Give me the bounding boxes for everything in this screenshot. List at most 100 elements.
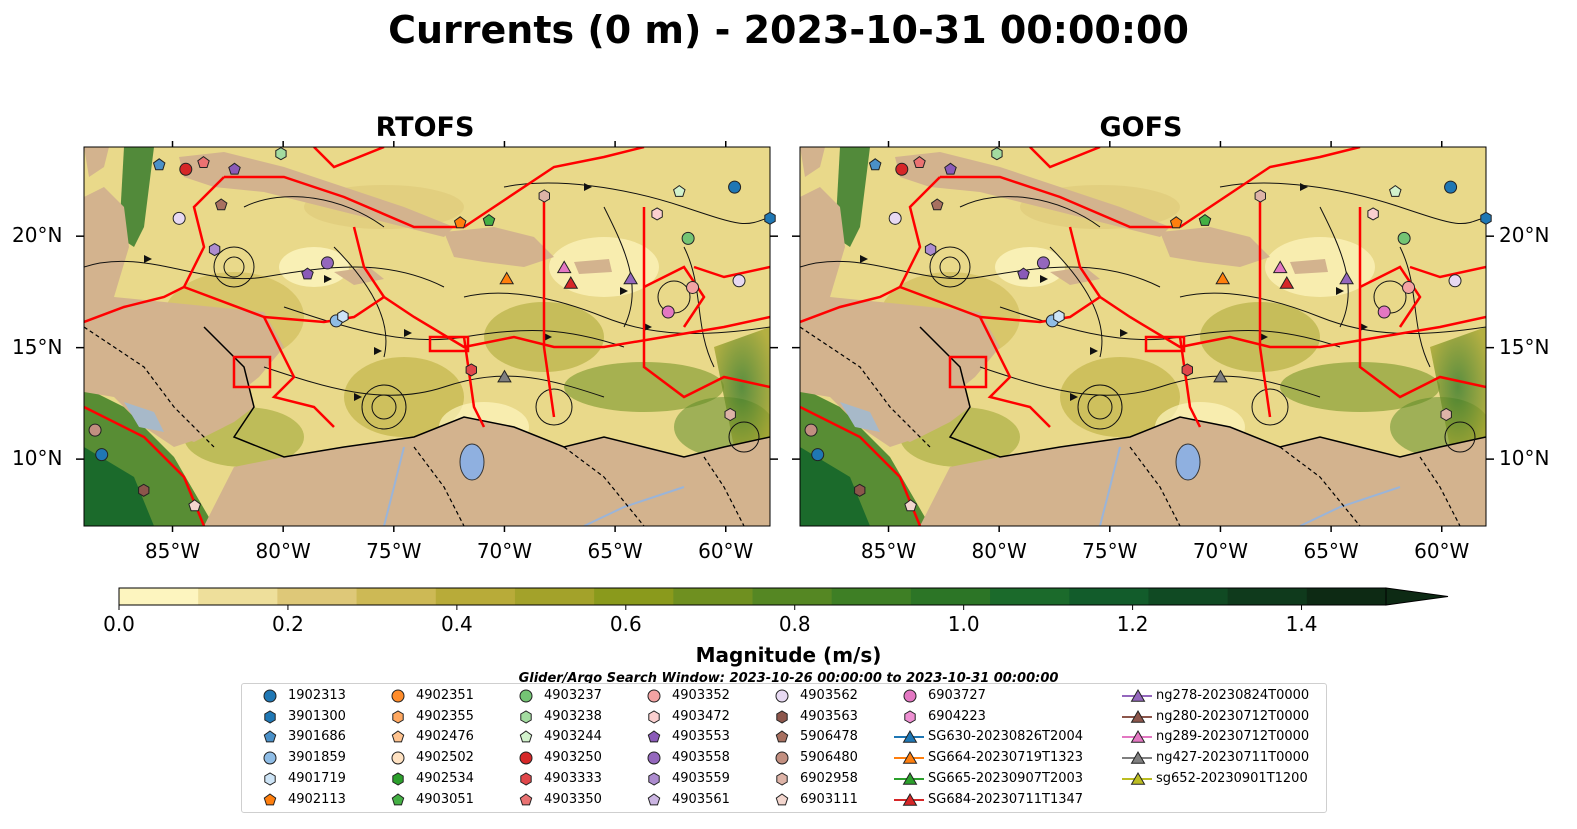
colorbar-segment <box>119 588 199 605</box>
circle-marker-icon <box>263 689 277 703</box>
colorbar-tick-label: 0.0 <box>103 612 135 636</box>
legend-label: 4903559 <box>672 770 730 786</box>
legend-label: 4902476 <box>416 729 474 745</box>
float-marker <box>930 198 944 211</box>
figure-title: Currents (0 m) - 2023-10-31 00:00:00 <box>388 8 1189 52</box>
colorbar-label: Magnitude (m/s) <box>695 643 882 667</box>
colorbar-tick-label: 1.0 <box>947 612 980 636</box>
float-marker <box>188 499 201 512</box>
colorbar-segment <box>594 588 674 605</box>
float-marker <box>465 363 477 377</box>
lat-tick-label: 15°N <box>12 334 63 359</box>
legend-label: 3901859 <box>288 750 346 766</box>
legend-label: 4902534 <box>416 770 474 786</box>
float-marker <box>138 483 150 497</box>
legend-label: 4903558 <box>672 750 730 766</box>
colorbar-segment <box>910 588 991 605</box>
colorbar-segment <box>198 588 278 605</box>
float-marker <box>854 483 866 497</box>
float-marker <box>1053 309 1065 323</box>
lat-tick-label: 10°N <box>1499 446 1550 471</box>
legend-label: 4903250 <box>544 750 602 766</box>
legend-label: 3901300 <box>288 708 346 724</box>
hexagon-marker-icon <box>264 710 276 724</box>
colorbar-segment <box>990 588 1070 605</box>
legend-label: 4903244 <box>544 729 602 745</box>
float-marker <box>497 369 512 383</box>
float-marker <box>1444 180 1458 194</box>
circle-marker-icon <box>647 689 661 703</box>
hexagon-marker-icon <box>392 710 404 724</box>
float-marker <box>1377 305 1391 319</box>
legend-label: 5906480 <box>800 750 858 766</box>
float-marker <box>1213 369 1228 383</box>
legend-label: 4902355 <box>416 708 474 724</box>
legend-label: 4901719 <box>288 770 346 786</box>
colorbar-tick-label: 1.2 <box>1116 612 1149 636</box>
legend-label: ng280-20230712T0000 <box>1156 708 1310 724</box>
float-marker <box>301 267 314 280</box>
float-marker <box>1272 260 1288 274</box>
float-marker <box>1402 280 1416 294</box>
float-marker <box>1215 271 1231 285</box>
legend-label: SG684-20230711T1347 <box>928 791 1084 807</box>
lon-tick-label: 75°W <box>366 539 422 563</box>
float-marker <box>944 162 957 175</box>
colorbar-tick-label: 0.2 <box>272 612 304 636</box>
legend-label: 6904223 <box>928 708 986 724</box>
float-marker <box>337 309 349 323</box>
legend-label: 4903350 <box>544 791 602 807</box>
float-marker <box>1181 363 1193 377</box>
colorbar-segment <box>673 588 753 605</box>
circle-marker-icon <box>391 751 405 765</box>
colorbar-tick-label: 1.4 <box>1285 612 1318 636</box>
colorbar-segment <box>831 588 912 605</box>
triangle-marker-icon <box>1122 730 1152 744</box>
lon-tick-label: 85°W <box>144 539 201 563</box>
float-marker <box>179 162 193 176</box>
float-marker <box>1017 267 1030 280</box>
legend-label: 4903563 <box>800 708 858 724</box>
float-marker <box>1448 274 1462 288</box>
circle-marker-icon <box>775 751 789 765</box>
float-marker <box>1036 256 1050 270</box>
float-marker <box>1367 207 1379 221</box>
colorbar-tick-label: 0.4 <box>440 612 473 636</box>
colorbar-extend-arrow <box>1385 587 1449 606</box>
panel-title-rtofs: RTOFS <box>375 112 475 143</box>
legend-label: 6903111 <box>800 791 858 807</box>
lon-tick-label: 80°W <box>971 539 1027 563</box>
gofs-map-frame <box>799 146 1487 527</box>
pentagon-marker-icon <box>647 730 661 743</box>
float-marker <box>197 155 210 168</box>
pentagon-marker-icon <box>775 730 789 743</box>
colorbar-tick-label: 0.6 <box>609 612 642 636</box>
float-marker <box>1169 216 1183 229</box>
legend-label: 1902313 <box>288 688 346 703</box>
float-marker <box>888 211 902 225</box>
colorbar-segment <box>277 588 358 605</box>
colorbar-segment <box>514 588 595 605</box>
lon-tick-label: 70°W <box>476 539 533 563</box>
float-marker <box>673 184 686 197</box>
legend-label: SG664-20230719T1323 <box>928 750 1084 766</box>
float-marker <box>1279 276 1295 289</box>
float-marker <box>681 231 695 245</box>
lon-tick-label: 75°W <box>1082 539 1138 563</box>
float-marker <box>924 243 937 257</box>
colorbar-segment <box>356 588 437 605</box>
legend-label: 4902502 <box>416 750 474 766</box>
float-marker <box>95 448 109 462</box>
float-marker <box>1440 407 1452 422</box>
legend: 1902313 3901300 3901686 3901859 4901719 49021… <box>241 683 1327 813</box>
hexagon-marker-icon <box>776 710 788 724</box>
legend-label: SG665-20230907T2003 <box>928 770 1084 786</box>
hexagon-marker-icon <box>776 772 788 786</box>
float-marker <box>623 271 638 285</box>
triangle-marker-icon <box>1122 689 1152 702</box>
float-marker <box>686 280 700 294</box>
float-marker <box>499 271 515 285</box>
colorbar-segment <box>752 588 833 605</box>
float-marker <box>320 256 334 270</box>
legend-label: 4902113 <box>288 791 346 807</box>
